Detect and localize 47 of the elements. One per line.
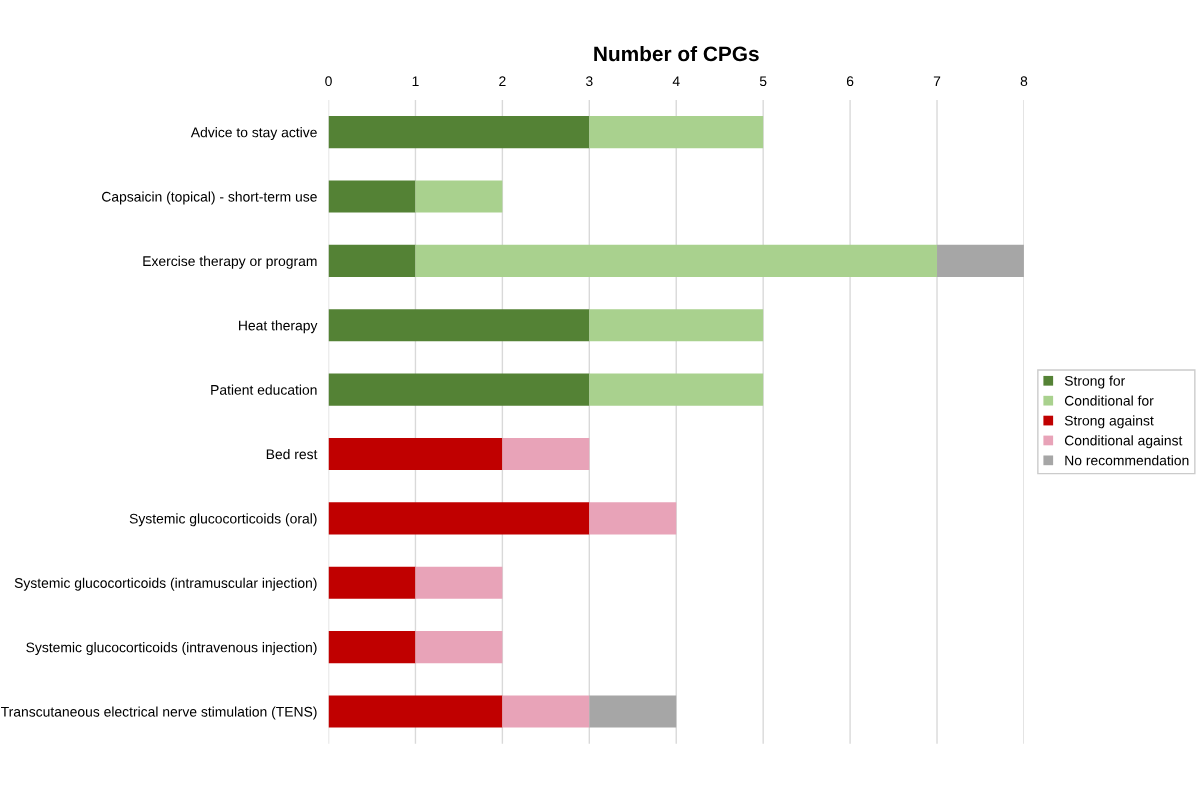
legend-label: Conditional for — [1064, 395, 1154, 406]
bar — [589, 373, 764, 406]
bar — [415, 244, 938, 277]
bar — [937, 244, 1024, 277]
bar — [502, 695, 590, 728]
bar — [328, 437, 503, 471]
x-tick-label: 2 — [499, 76, 506, 86]
x-tick-label: 3 — [585, 76, 593, 87]
bar — [328, 631, 416, 664]
bar — [415, 180, 503, 213]
y-tick-label: Systemic glucocorticoids (intravenous injection) — [26, 642, 317, 656]
bar — [502, 437, 590, 471]
y-tick-label: Systemic glucocorticoids (oral) — [129, 513, 317, 527]
bar — [328, 502, 590, 535]
legend-label: Strong for — [1064, 375, 1125, 389]
legend-label: Strong against — [1064, 415, 1154, 429]
x-tick-label: 5 — [759, 76, 767, 87]
bar — [328, 566, 416, 599]
bar — [415, 631, 503, 664]
bar — [589, 116, 764, 149]
legend-label: Conditional against — [1064, 435, 1183, 449]
y-tick-label: Heat therapy — [239, 320, 318, 334]
x-tick-label: 7 — [933, 76, 941, 86]
bar — [328, 116, 590, 149]
y-tick-label: Capsaicin (topical) - short-term use — [102, 191, 317, 205]
x-tick-label: 4 — [672, 76, 680, 86]
bar — [328, 695, 503, 728]
y-tick-label: Bed rest — [266, 448, 318, 460]
bar — [328, 373, 590, 406]
y-tick-label: Patient education — [211, 384, 317, 395]
x-tick-label: 1 — [412, 76, 419, 86]
bar — [328, 244, 416, 277]
bar — [328, 309, 590, 342]
bar — [589, 695, 677, 728]
x-tick-label: 8 — [1020, 76, 1028, 87]
y-tick-label: Systemic glucocorticoids (intramuscular injection) — [14, 577, 317, 591]
x-tick-label: 6 — [846, 76, 854, 87]
legend-label: No recommendation — [1065, 455, 1189, 466]
y-tick-label: Advice to stay active — [190, 127, 317, 141]
y-tick-label: Exercise therapy or program — [143, 255, 317, 269]
x-tick-label: 0 — [325, 76, 332, 87]
bar — [328, 180, 416, 213]
bar — [589, 502, 677, 535]
bar — [589, 309, 764, 342]
chart-title: Number of CPGs — [594, 45, 759, 62]
bar — [415, 566, 503, 599]
y-tick-label: Transcutaneous electrical nerve stimulation (TENS) — [1, 706, 317, 720]
